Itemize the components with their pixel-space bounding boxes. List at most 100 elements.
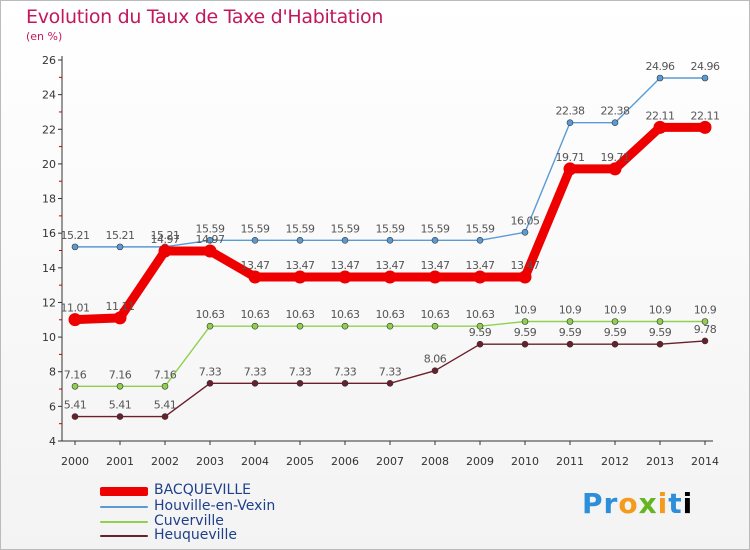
y-tick-label: 20 [42, 158, 56, 171]
data-label-heuqueville: 9.59 [514, 326, 537, 339]
data-label-cuverville: 10.63 [286, 308, 315, 321]
point-bacqueville [248, 270, 262, 284]
point-houville-en-vexin [386, 236, 394, 244]
data-label-cuverville: 10.63 [466, 308, 495, 321]
y-tick-label: 24 [42, 89, 56, 102]
data-label-cuverville: 10.63 [241, 308, 270, 321]
data-label-houville-en-vexin: 15.21 [106, 229, 135, 242]
y-tick-label: 22 [42, 123, 56, 136]
point-heuqueville [386, 380, 394, 387]
data-label-bacqueville: 13.47 [241, 259, 270, 272]
data-label-bacqueville: 13.47 [376, 259, 405, 272]
legend-swatch-houville [100, 506, 148, 508]
point-cuverville [71, 382, 79, 390]
legend-label-cuverville: Cuverville [154, 513, 224, 529]
point-bacqueville [158, 244, 172, 258]
x-tick-label: 2013 [646, 455, 674, 468]
point-bacqueville [698, 120, 712, 134]
point-bacqueville [203, 244, 217, 258]
x-tick-label: 2010 [511, 455, 539, 468]
data-label-bacqueville: 11.11 [106, 300, 135, 313]
point-bacqueville [653, 120, 667, 134]
point-bacqueville [428, 270, 442, 284]
point-houville-en-vexin [341, 236, 349, 244]
data-label-bacqueville: 13.47 [421, 259, 450, 272]
point-cuverville [431, 322, 439, 330]
proxiti-logo: Proxiti [582, 487, 694, 520]
data-label-houville-en-vexin: 15.59 [196, 222, 225, 235]
x-tick-label: 2002 [151, 455, 179, 468]
data-label-houville-en-vexin: 15.21 [61, 229, 90, 242]
data-label-houville-en-vexin: 22.38 [556, 105, 585, 118]
point-bacqueville [608, 162, 622, 176]
y-tick-label: 12 [42, 296, 56, 309]
y-tick-label: 10 [42, 331, 56, 344]
x-tick-label: 2014 [691, 455, 719, 468]
point-houville-en-vexin [611, 119, 619, 126]
point-heuqueville [341, 380, 349, 387]
point-heuqueville [206, 380, 214, 387]
y-tick-label: 16 [42, 227, 56, 240]
point-heuqueville [296, 380, 304, 387]
data-label-houville-en-vexin: 16.05 [511, 214, 540, 227]
data-label-heuqueville: 9.59 [469, 326, 492, 339]
point-houville-en-vexin [566, 119, 574, 126]
point-houville-en-vexin [206, 236, 214, 244]
data-label-heuqueville: 7.33 [379, 365, 402, 378]
point-cuverville [701, 318, 709, 325]
point-cuverville [116, 382, 124, 390]
point-cuverville [341, 322, 349, 330]
point-cuverville [476, 322, 484, 330]
data-label-bacqueville: 14.97 [151, 233, 180, 246]
point-bacqueville [113, 311, 127, 325]
point-heuqueville [521, 340, 529, 348]
legend-swatch-heuqueville [100, 535, 148, 537]
point-houville-en-vexin [296, 236, 304, 244]
data-label-cuverville: 10.9 [604, 304, 627, 317]
point-heuqueville [476, 340, 484, 348]
legend-swatch-cuverville [100, 521, 148, 523]
point-heuqueville [611, 340, 619, 348]
point-cuverville [161, 382, 169, 390]
data-label-bacqueville: 22.11 [691, 109, 720, 122]
point-bacqueville [473, 270, 487, 284]
point-cuverville [521, 318, 529, 325]
y-tick-label: 26 [42, 54, 56, 67]
data-label-houville-en-vexin: 15.59 [466, 222, 495, 235]
x-tick-label: 2003 [196, 455, 224, 468]
data-label-houville-en-vexin: 15.59 [421, 222, 450, 235]
y-tick-label: 18 [42, 193, 56, 206]
data-label-heuqueville: 9.59 [604, 326, 627, 339]
point-cuverville [296, 322, 304, 330]
data-label-heuqueville: 8.06 [424, 353, 447, 366]
data-label-houville-en-vexin: 15.21 [151, 229, 180, 242]
point-heuqueville [656, 340, 664, 348]
data-label-heuqueville: 5.41 [64, 399, 87, 412]
x-tick-label: 2008 [421, 455, 449, 468]
point-heuqueville [71, 413, 79, 420]
data-label-heuqueville: 7.33 [199, 365, 222, 378]
point-houville-en-vexin [521, 229, 529, 236]
x-tick-label: 2006 [331, 455, 359, 468]
data-label-cuverville: 10.9 [694, 304, 717, 317]
data-label-cuverville: 10.9 [514, 304, 537, 317]
legend-item-houville: Houville-en-Vexin [100, 498, 360, 514]
legend-swatch-bacqueville [100, 487, 148, 496]
data-label-bacqueville: 22.11 [646, 109, 675, 122]
x-tick-label: 2012 [601, 455, 629, 468]
x-tick-label: 2005 [286, 455, 314, 468]
legend-item-heuqueville: Heuqueville [100, 527, 360, 543]
data-label-bacqueville: 11.01 [61, 302, 90, 315]
y-tick-label: 8 [49, 366, 56, 379]
point-houville-en-vexin [251, 236, 259, 244]
legend-label-houville: Houville-en-Vexin [154, 498, 276, 514]
point-houville-en-vexin [656, 74, 664, 82]
data-label-houville-en-vexin: 22.38 [601, 105, 630, 118]
data-label-bacqueville: 14.97 [196, 233, 225, 246]
point-bacqueville [68, 313, 82, 327]
point-cuverville [386, 322, 394, 330]
data-label-heuqueville: 7.33 [334, 365, 357, 378]
data-label-bacqueville: 13.47 [511, 259, 540, 272]
point-heuqueville [116, 413, 124, 420]
point-heuqueville [431, 367, 439, 374]
